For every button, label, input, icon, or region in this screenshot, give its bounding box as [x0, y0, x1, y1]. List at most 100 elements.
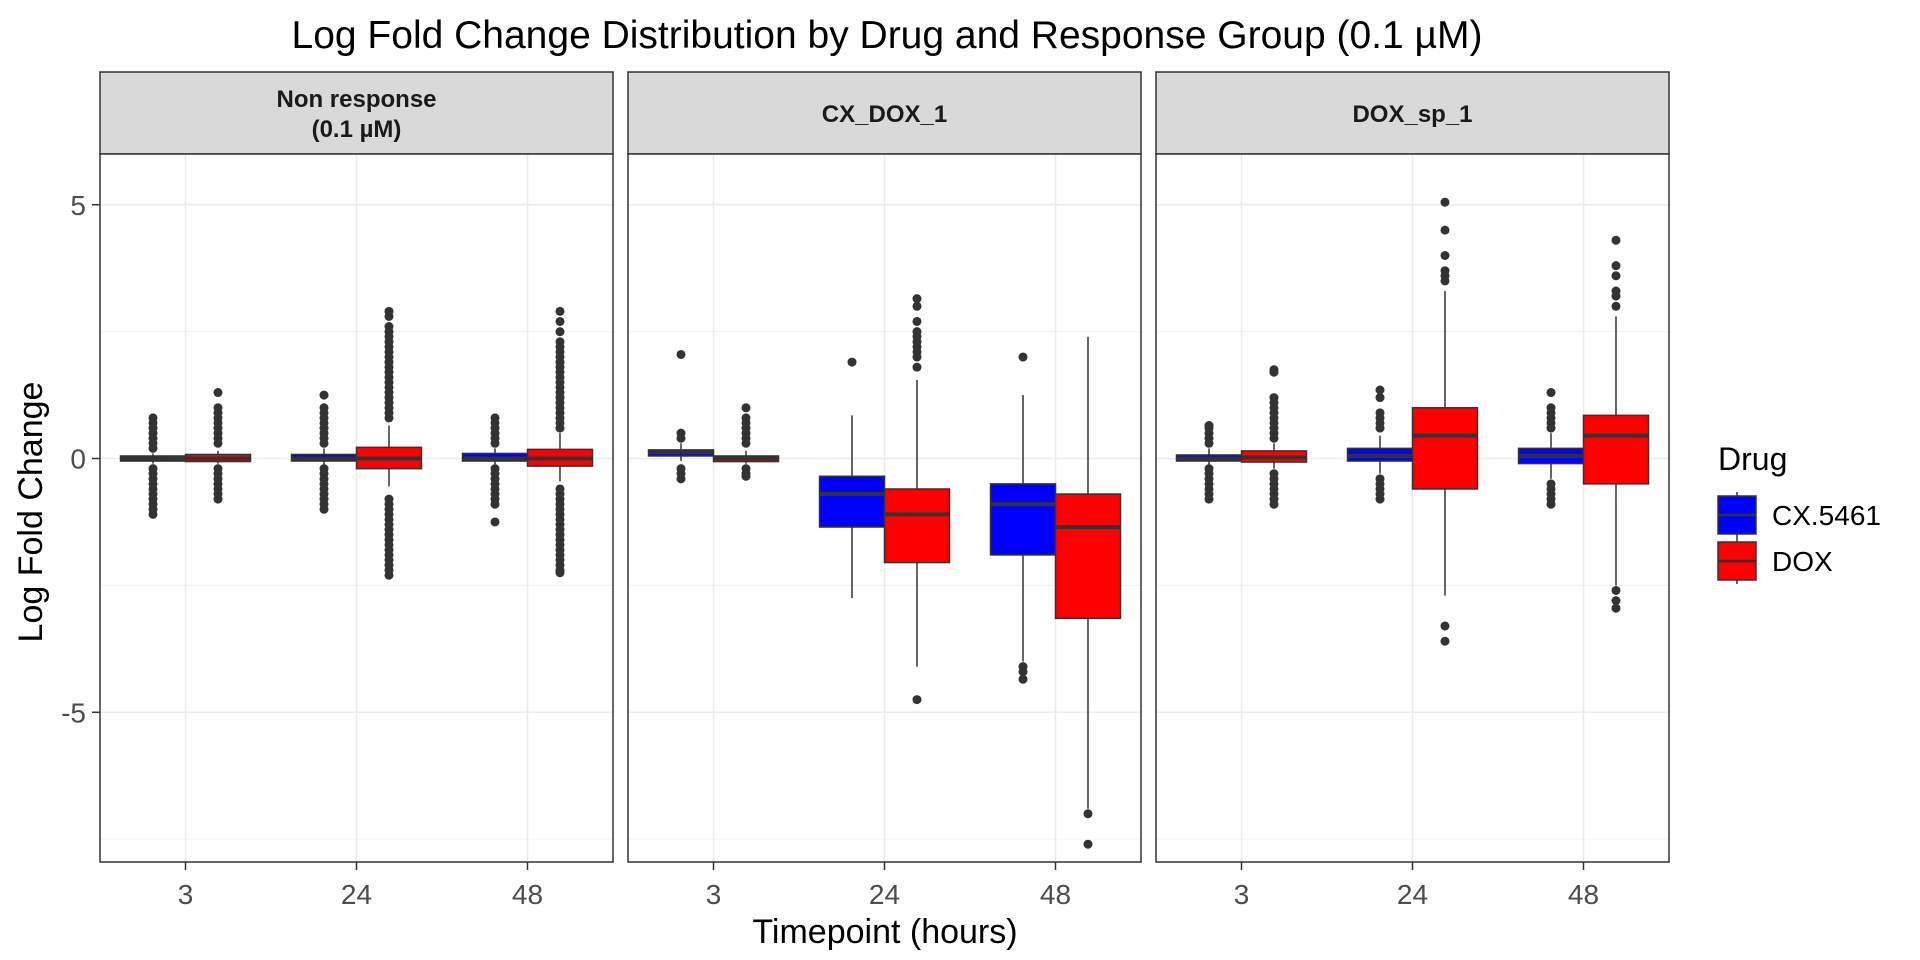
outlier-point — [912, 695, 922, 705]
x-tick-label: 48 — [1040, 879, 1071, 910]
facet-strip-label: CX_DOX_1 — [822, 101, 947, 128]
outlier-point — [490, 517, 500, 527]
outlier-point — [1375, 393, 1385, 403]
outlier-point — [1269, 433, 1279, 443]
outlier-point — [1440, 251, 1450, 261]
outlier-point — [1611, 596, 1621, 606]
box-cx-5461-24 — [1346, 385, 1414, 504]
outlier-point — [384, 413, 394, 423]
box-cx-5461-3 — [1175, 421, 1243, 504]
outlier-point — [490, 499, 500, 509]
outlier-point — [1269, 499, 1279, 509]
facet-strip-label: (0.1 µM) — [312, 116, 402, 143]
legend-entry: DOX — [1717, 538, 1833, 584]
outlier-point — [555, 568, 565, 578]
x-tick-label: 3 — [1234, 879, 1250, 910]
outlier-point — [213, 494, 223, 504]
box-body — [1054, 493, 1122, 620]
y-axis-title: Log Fold Change — [12, 382, 50, 643]
legend-title: Drug — [1718, 441, 1787, 477]
outlier-point — [847, 357, 857, 367]
outlier-point — [555, 316, 565, 326]
box-body — [989, 483, 1057, 556]
box-dox-3 — [184, 388, 252, 504]
outlier-point — [1375, 385, 1385, 395]
outlier-point — [1611, 585, 1621, 595]
legend: Drug CX.5461 DOX — [1717, 441, 1881, 584]
box-body — [883, 488, 951, 564]
outlier-point — [1083, 809, 1093, 819]
outlier-point — [1546, 423, 1556, 433]
box-dox-48 — [1582, 235, 1650, 613]
x-tick-label: 48 — [512, 879, 543, 910]
outlier-point — [1018, 667, 1028, 677]
box-cx-5461-3 — [647, 349, 715, 484]
box-dox-3 — [712, 403, 780, 481]
outlier-point — [319, 390, 329, 400]
outlier-point — [213, 438, 223, 448]
outlier-point — [741, 471, 751, 481]
legend-entry: CX.5461 — [1717, 492, 1881, 538]
box-dox-24 — [355, 306, 423, 580]
outlier-point — [1611, 235, 1621, 245]
outlier-point — [319, 438, 329, 448]
box-body — [818, 475, 886, 528]
facet-strip-label: Non response — [276, 86, 436, 113]
x-tick-label: 24 — [1397, 879, 1428, 910]
outlier-point — [1611, 271, 1621, 281]
x-tick-label: 3 — [706, 879, 722, 910]
outlier-point — [912, 294, 922, 304]
outlier-point — [1375, 423, 1385, 433]
outlier-point — [1204, 438, 1214, 448]
x-tick-label: 3 — [178, 879, 194, 910]
outlier-point — [1611, 261, 1621, 271]
outlier-point — [555, 327, 565, 337]
outlier-point — [1018, 352, 1028, 362]
outlier-point — [741, 403, 751, 413]
outlier-point — [1546, 499, 1556, 509]
outlier-point — [1440, 636, 1450, 646]
x-axis-title: Timepoint (hours) — [752, 913, 1017, 951]
outlier-point — [213, 388, 223, 398]
outlier-point — [555, 306, 565, 316]
outlier-point — [1611, 603, 1621, 613]
outlier-point — [1546, 388, 1556, 398]
outlier-point — [1083, 839, 1093, 849]
box-dox-48 — [1054, 336, 1122, 849]
outlier-point — [912, 316, 922, 326]
legend-label: CX.5461 — [1772, 500, 1881, 531]
box-cx-5461-3 — [119, 413, 187, 519]
outlier-point — [384, 311, 394, 321]
x-tick-label: 48 — [1568, 879, 1599, 910]
facet-panel: DOX_sp_1 3 24 48 — [1155, 71, 1670, 910]
box-body — [1411, 407, 1479, 490]
box-dox-24 — [883, 294, 951, 705]
facet-strip — [1155, 71, 1670, 155]
outlier-point — [1440, 197, 1450, 207]
outlier-point — [1269, 367, 1279, 377]
outlier-point — [1440, 225, 1450, 235]
facet-panels: Non response (0.1 µM) 3 24 48 5 0 -5 CX_DOX_1 3 24… — [61, 71, 1670, 910]
outlier-point — [148, 509, 158, 519]
box-cx-5461-24 — [818, 357, 886, 599]
x-tick-label: 24 — [869, 879, 900, 910]
outlier-point — [1018, 674, 1028, 684]
facet-strip — [627, 71, 1142, 155]
x-tick-label: 24 — [341, 879, 372, 910]
outlier-point — [676, 433, 686, 443]
facet-panel: Non response (0.1 µM) 3 24 48 5 0 -5 — [61, 71, 614, 910]
outlier-point — [741, 438, 751, 448]
box-dox-24 — [1411, 197, 1479, 646]
outlier-point — [1375, 494, 1385, 504]
y-tick-label: 0 — [70, 444, 86, 475]
y-tick-label: 5 — [70, 190, 86, 221]
outlier-point — [676, 474, 686, 484]
y-tick-label: -5 — [61, 697, 86, 728]
legend-label: DOX — [1772, 546, 1833, 577]
facet-strip-label: DOX_sp_1 — [1352, 101, 1472, 128]
outlier-point — [490, 438, 500, 448]
facet-panel: CX_DOX_1 3 24 48 — [627, 71, 1142, 910]
outlier-point — [1440, 276, 1450, 286]
box-dox-3 — [1240, 365, 1308, 509]
outlier-point — [912, 301, 922, 311]
